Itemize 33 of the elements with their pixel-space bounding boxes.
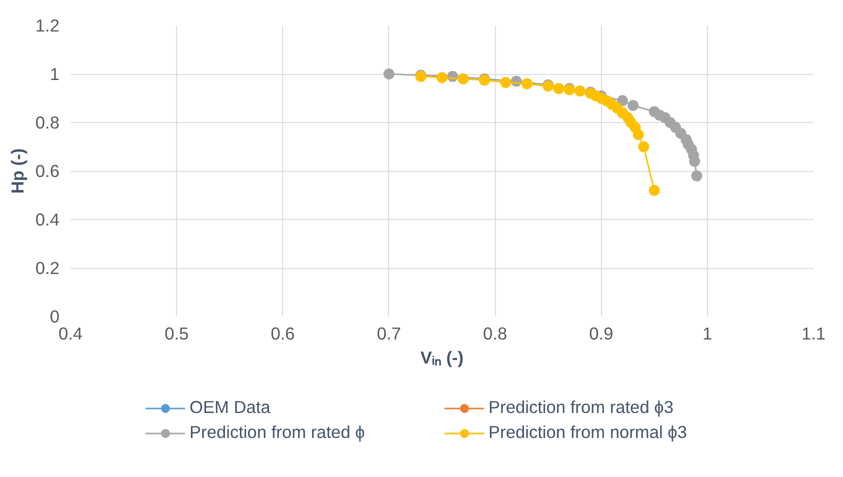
x-tick-label: 0.7	[376, 324, 401, 344]
legend-label: OEM Data	[190, 397, 272, 418]
point	[616, 95, 628, 106]
x-tick-label: 0.9	[589, 324, 614, 344]
legend-label: Prediction from normal ϕ3	[488, 422, 688, 443]
y-tick-label: 0.2	[35, 258, 60, 278]
x-tick-label: 0.8	[483, 324, 508, 344]
point	[458, 73, 469, 84]
y-tick-label: 1	[50, 64, 60, 84]
point	[574, 85, 586, 96]
point	[628, 100, 639, 112]
y-tick-label: 1.2	[35, 16, 60, 36]
x-tick-label: 1.1	[801, 324, 826, 344]
point	[500, 76, 512, 88]
x-tick-label: 0.6	[270, 324, 295, 344]
y-tick-label: 0.8	[35, 112, 60, 132]
point	[521, 78, 532, 90]
legend-label: Prediction from rated ϕ3	[488, 397, 674, 418]
y-tick-label: 0.4	[35, 210, 60, 230]
y-tick-label: 0.6	[35, 161, 60, 181]
y-axis-title: Hp (-)	[7, 148, 28, 194]
x-tick-label: 0.5	[164, 324, 189, 344]
x-tick-label: 1	[702, 324, 712, 344]
point	[638, 141, 650, 152]
point	[436, 72, 448, 84]
point	[632, 129, 644, 140]
point	[553, 83, 564, 94]
y-tick-label: 0	[50, 306, 60, 326]
point	[383, 68, 394, 80]
x-axis-title: Vᵢₙ (-)	[420, 348, 464, 368]
point	[691, 170, 702, 182]
legend-label: Prediction from rated ϕ	[190, 422, 366, 443]
point	[648, 184, 660, 196]
